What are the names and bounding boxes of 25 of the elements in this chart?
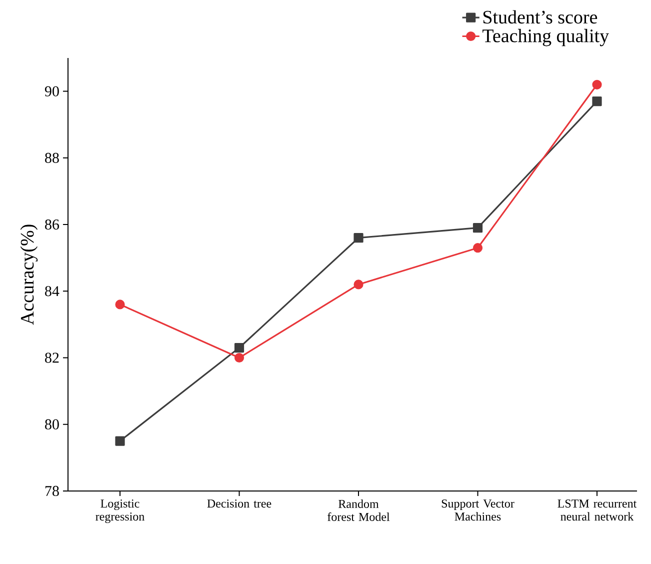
point [592, 96, 602, 106]
legend-label: Teaching quality [482, 28, 609, 46]
point [234, 352, 244, 363]
point [234, 342, 244, 353]
point [472, 243, 483, 253]
x-tick-label: LSTM recurrent neural network [558, 500, 637, 521]
y-tick-label: 82 [45, 352, 59, 363]
point [115, 436, 125, 446]
point [354, 280, 364, 290]
x-tick-label: Support Vector Machines [442, 500, 514, 521]
legend-label: Student’s score [483, 10, 598, 24]
y-tick-label: 90 [44, 86, 59, 96]
point [472, 223, 483, 233]
x-tick-label: Decision tree [207, 500, 272, 508]
y-tick-label: 86 [45, 219, 60, 230]
y-tick-label: 80 [45, 419, 59, 430]
point [115, 300, 125, 310]
point [592, 80, 602, 90]
x-tick-label: Random forest Model [328, 500, 390, 521]
point [354, 233, 364, 243]
y-tick-label: 88 [45, 152, 59, 163]
y-tick-label: 78 [45, 486, 59, 496]
x-tick-label: Logistic regression [96, 500, 144, 524]
y-axis-title: Accuracy(%) [20, 224, 38, 325]
y-tick-label: 84 [45, 286, 60, 296]
